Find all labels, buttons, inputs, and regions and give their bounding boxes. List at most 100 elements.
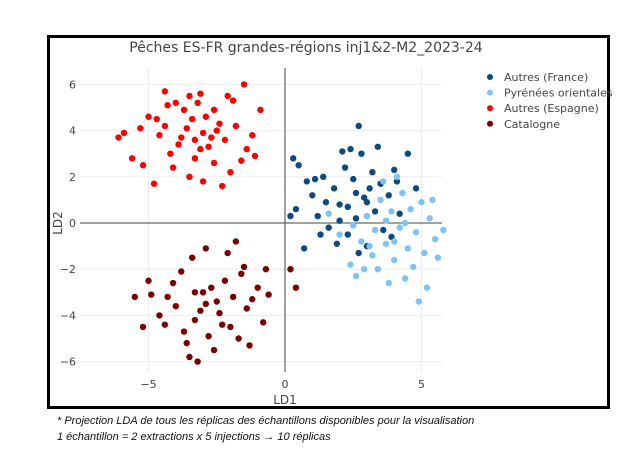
data-point (183, 339, 190, 347)
legend-marker (487, 74, 493, 80)
data-point (363, 199, 371, 206)
data-point (153, 115, 160, 123)
data-point (292, 205, 300, 213)
data-point (167, 150, 174, 157)
data-point (336, 217, 343, 224)
data-point (249, 132, 256, 139)
data-point (369, 168, 376, 176)
data-point (191, 155, 199, 162)
legend-marker (487, 105, 493, 112)
data-point (161, 321, 169, 328)
data-point (221, 277, 229, 284)
data-point (369, 252, 376, 259)
data-point (202, 300, 210, 308)
y-tick-label: 6 (69, 78, 76, 91)
data-point (265, 291, 272, 298)
data-point (172, 302, 179, 310)
data-point (429, 196, 436, 204)
data-point (377, 196, 384, 204)
data-point (194, 358, 201, 365)
data-point (262, 266, 270, 273)
data-point (169, 279, 177, 287)
data-point (391, 238, 398, 245)
data-point (227, 323, 234, 331)
data-point (194, 99, 201, 107)
data-point (311, 175, 319, 183)
data-point (358, 150, 365, 157)
data-point (131, 293, 139, 301)
data-point (180, 328, 188, 335)
data-point (219, 182, 226, 190)
data-point (180, 106, 188, 114)
x-tick-label: −5 (140, 378, 156, 391)
data-point (251, 152, 259, 160)
data-point (339, 148, 346, 155)
legend-label: Autres (Espagne) (504, 102, 599, 115)
data-point (309, 192, 316, 199)
data-point (238, 157, 245, 164)
data-point (314, 212, 321, 220)
data-point (199, 178, 207, 185)
data-point (161, 88, 169, 95)
data-point (363, 212, 371, 220)
data-point (202, 113, 210, 120)
legend-marker (487, 89, 493, 96)
data-point (325, 224, 332, 231)
data-point (341, 164, 349, 171)
data-point (415, 298, 422, 305)
data-point (380, 178, 387, 185)
data-point (164, 101, 171, 109)
data-point (410, 263, 417, 271)
data-point (243, 145, 250, 153)
data-point (401, 275, 409, 282)
data-point (399, 189, 406, 197)
data-point (246, 342, 253, 349)
data-point (172, 99, 179, 107)
data-point (175, 141, 182, 148)
legend-marker (487, 120, 493, 127)
data-point (287, 266, 294, 273)
data-point (303, 178, 311, 185)
data-point (178, 134, 185, 141)
data-point (371, 226, 379, 234)
data-point (404, 150, 412, 157)
data-point (232, 238, 240, 245)
data-point (227, 168, 234, 176)
data-point (199, 289, 207, 296)
data-point (186, 353, 193, 361)
data-point (139, 323, 147, 331)
data-point (382, 217, 390, 224)
data-point (344, 231, 351, 238)
data-point (407, 205, 414, 213)
x-tick-label: 5 (418, 378, 425, 391)
data-point (350, 175, 357, 183)
data-point (333, 240, 341, 247)
data-point (238, 270, 245, 278)
data-point (221, 136, 229, 144)
data-point (240, 81, 248, 88)
data-point (216, 120, 223, 127)
chart-title: Pêches ES-FR grandes-régions inj1&2-M2_2… (129, 40, 482, 56)
data-point (156, 312, 163, 319)
data-point (210, 159, 218, 167)
data-point (404, 245, 412, 252)
legend-label: Autres (France) (504, 71, 588, 84)
data-point (385, 279, 392, 287)
data-point (347, 145, 354, 153)
y-tick-label: 4 (69, 125, 76, 138)
data-point (197, 90, 204, 97)
data-point (186, 92, 193, 100)
chart-frame (47, 35, 610, 409)
caption-line-2: 1 échantillon = 2 extractions x 5 inject… (57, 431, 331, 443)
data-point (208, 284, 215, 291)
data-point (317, 231, 324, 238)
data-point (164, 293, 171, 301)
data-point (440, 226, 447, 234)
data-point (382, 240, 390, 247)
y-tick-label: 2 (69, 171, 76, 184)
y-tick-label: −6 (60, 356, 76, 369)
data-point (216, 309, 223, 317)
data-point (139, 162, 147, 169)
data-point (232, 122, 240, 130)
y-axis-label: LD2 (51, 211, 65, 235)
